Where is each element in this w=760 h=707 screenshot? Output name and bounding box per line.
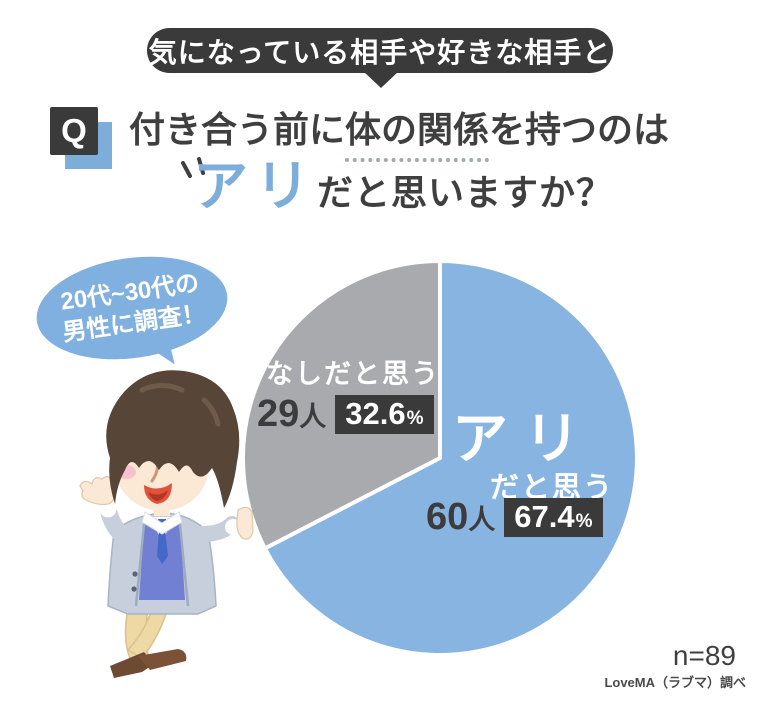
nashi-count-number: 29 — [257, 393, 300, 435]
banner-pointer-icon — [363, 71, 399, 88]
q-badge: Q — [50, 107, 98, 155]
man-head — [106, 370, 240, 535]
slice-label-ari-main: アリ — [452, 407, 596, 470]
source-credit: LoveMA（ラブマ）調べ — [604, 675, 746, 690]
question-line1-post: を持つのは — [489, 109, 670, 150]
question-line1: 付き合う前に体の関係を持つのは — [0, 101, 760, 162]
nashi-percent-sign: % — [406, 408, 424, 429]
slice-label-nashi: なしだと思う — [266, 359, 440, 389]
question-line2-rest: だと思いますか？ — [317, 172, 614, 213]
ari-percent-sign: % — [575, 511, 593, 532]
ari-percent-badge: 67.4 % — [504, 498, 603, 537]
speech-bubble: 20代~30代の 男性に調査！ — [29, 245, 235, 371]
question-line1-pre: 付き合う前に — [128, 109, 345, 150]
man-right-arm — [194, 506, 254, 542]
ari-count-unit: 人 — [468, 505, 496, 535]
banner-pill: 気になっている相手や好きな相手と — [147, 28, 613, 73]
ari-count-number: 60 — [426, 496, 469, 538]
man-left-arm — [79, 476, 135, 547]
ari-percent-number: 67.4 — [514, 499, 575, 534]
pie-slice-0 — [262, 259, 639, 657]
ari-count: 60人 — [426, 498, 495, 537]
man-mouth — [144, 483, 172, 504]
slice-stat-ari: 60人 67.4 % — [426, 498, 603, 537]
question-line1-underlined: 体の関係 — [344, 109, 489, 162]
slice-stat-nashi: 29人 32.6 % — [257, 395, 434, 434]
q-badge-letter: Q — [61, 112, 87, 149]
sample-size-label: n=89 — [672, 640, 736, 671]
nashi-count-unit: 人 — [299, 402, 327, 432]
question-highlight: アリ — [192, 155, 317, 217]
man-illustration — [79, 370, 254, 678]
question-line2: アリ だと思いますか？ — [0, 156, 760, 217]
nashi-percent-number: 32.6 — [345, 396, 406, 431]
banner-text: 気になっている相手や好きな相手と — [148, 36, 612, 68]
man-shoe-right — [138, 649, 187, 670]
nashi-count: 29人 — [257, 395, 326, 434]
emphasis-ticks-icon — [181, 157, 205, 178]
nashi-percent-badge: 32.6 % — [335, 395, 434, 434]
